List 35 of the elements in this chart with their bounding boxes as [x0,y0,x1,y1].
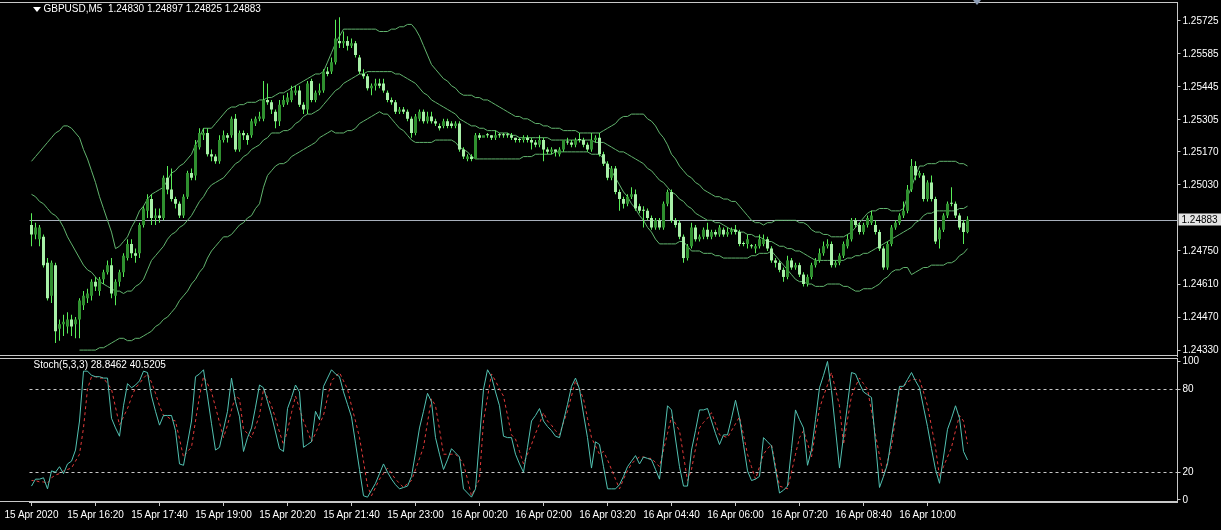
y-tick-label: 1.25585 [1182,47,1220,59]
x-tick-label: 15 Apr 20:20 [259,508,317,520]
x-tick-label: 16 Apr 07:20 [771,508,829,520]
candlestick [482,135,485,138]
y-tick-label: 1.25030 [1182,178,1220,190]
y-tick-label: 1.25305 [1182,113,1220,125]
x-tick-label: 15 Apr 21:40 [323,508,381,520]
x-tick-label: 16 Apr 00:20 [451,508,509,520]
x-tick-label: 15 Apr 16:20 [67,508,125,520]
y-tick-label: 80 [1182,382,1195,394]
x-tick-label: 15 Apr 23:00 [387,508,445,520]
y-tick-label: 1.24610 [1182,277,1220,289]
y-tick-label: 1.24330 [1182,343,1220,355]
x-tick-label: 15 Apr 2020 [4,508,59,520]
x-tick-label: 16 Apr 03:20 [579,508,637,520]
y-tick-label: 0 [1182,493,1189,505]
y-tick-label: 1.25445 [1182,80,1220,92]
chart-title: GBPUSD,M5 1.24830 1.24897 1.24825 1.24883 [43,2,262,14]
y-tick-label: 1.24470 [1182,310,1220,322]
x-tick-label: 16 Apr 02:00 [515,508,573,520]
ref-line-label: 1.24883 [1181,213,1219,225]
y-tick-label: 1.25170 [1182,145,1220,157]
y-tick-label: 1.25725 [1182,14,1220,26]
x-tick-label: 16 Apr 04:40 [643,508,701,520]
x-tick-label: 15 Apr 19:00 [195,508,253,520]
x-tick-label: 16 Apr 08:40 [835,508,893,520]
x-tick-label: 16 Apr 06:00 [707,508,765,520]
candlestick [642,206,645,228]
y-tick-label: 100 [1182,355,1200,367]
x-tick-label: 15 Apr 17:40 [131,508,189,520]
chart-title: Stoch(5,3,3) 28.8462 40.5205 [33,358,167,370]
y-tick-label: 1.24750 [1182,244,1220,256]
x-tick-label: 16 Apr 10:00 [899,508,957,520]
y-tick-label: 20 [1182,465,1195,477]
candlestick [950,187,953,207]
